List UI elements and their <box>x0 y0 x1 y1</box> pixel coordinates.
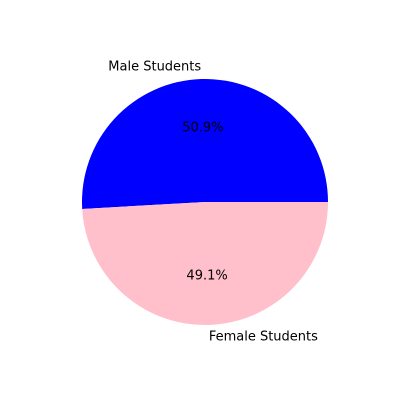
slice-label: Female Students <box>209 330 318 345</box>
pie-slices <box>81 78 328 325</box>
pie-labels: Male Students 50.9% Female Students 49.1% <box>108 59 318 344</box>
pie-slice-female-students <box>82 202 328 325</box>
pie-slice-male-students <box>81 78 328 209</box>
slice-label: Male Students <box>108 59 201 74</box>
slice-percent-label: 49.1% <box>186 268 227 283</box>
slice-percent-label: 50.9% <box>182 121 223 136</box>
